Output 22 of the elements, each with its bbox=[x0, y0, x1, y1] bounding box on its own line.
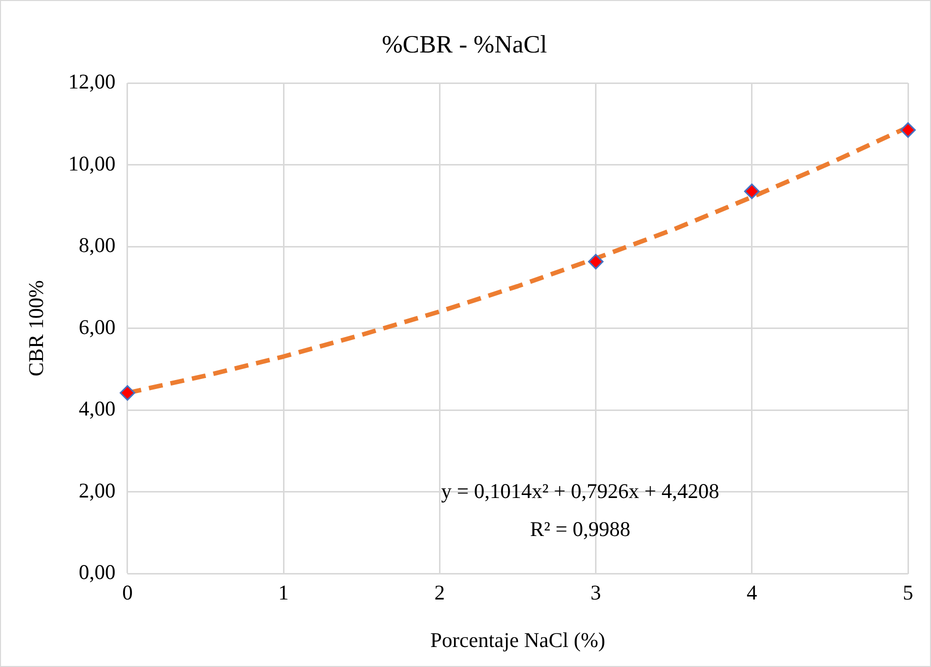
x-tick-label: 4 bbox=[746, 580, 758, 605]
x-tick-label: 2 bbox=[434, 580, 445, 605]
x-tick-label: 0 bbox=[122, 580, 133, 605]
point bbox=[744, 184, 760, 200]
x-tick-label: 1 bbox=[278, 580, 289, 605]
annotation: y = 0,1014x² + 0,7926x + 4,4208 bbox=[441, 479, 720, 504]
y-tick-label: 6,00 bbox=[78, 314, 116, 339]
y-tick-label: 12,00 bbox=[68, 70, 116, 94]
y-tick-label: 2,00 bbox=[78, 478, 116, 502]
y-tick-label: 10,00 bbox=[68, 151, 116, 176]
annotation: R² = 0,9988 bbox=[530, 517, 630, 542]
point bbox=[588, 254, 604, 270]
y-axis-title: CBR 100% bbox=[24, 280, 48, 376]
x-axis-title: Porcentaje NaCl (%) bbox=[430, 628, 606, 652]
y-tick-label: 0,00 bbox=[78, 560, 116, 584]
x-tick-label: 5 bbox=[902, 580, 914, 605]
point bbox=[900, 122, 916, 138]
y-tick-label: 8,00 bbox=[78, 233, 116, 258]
chart-title: %CBR - %NaCl bbox=[382, 32, 548, 59]
point bbox=[120, 385, 136, 401]
y-tick-label: 4,00 bbox=[78, 396, 116, 421]
x-tick-label: 3 bbox=[590, 580, 602, 605]
